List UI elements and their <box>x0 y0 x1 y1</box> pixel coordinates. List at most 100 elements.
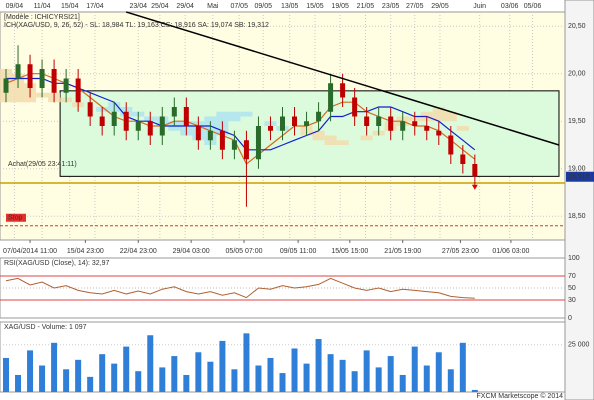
volume-bar <box>447 369 454 392</box>
price-axis-bg <box>564 0 594 400</box>
candle-body <box>219 130 225 150</box>
top-date-label: 19/05 <box>331 3 349 10</box>
y-tick-label: 18,50 <box>568 213 586 220</box>
candle-body <box>267 126 273 131</box>
candle-body <box>304 121 310 126</box>
candle-body <box>436 130 442 136</box>
candle-body <box>472 164 478 177</box>
top-date-label: 17/04 <box>86 3 104 10</box>
y-tick-label: 30 <box>568 297 576 304</box>
last-price-arrow <box>471 184 478 190</box>
top-date-label: Mai <box>207 3 219 10</box>
y-tick-label: 70 <box>568 273 576 280</box>
y-tick-label: 20,00 <box>568 71 586 78</box>
volume-bar <box>351 371 358 392</box>
volume-bar <box>411 346 418 392</box>
candle-body <box>400 121 406 131</box>
stop-label: Stop <box>8 215 23 222</box>
volume-bar <box>291 348 298 392</box>
top-date-label: Juin <box>473 3 486 10</box>
candle-body <box>135 121 141 131</box>
candle-body <box>352 97 358 117</box>
x-tick-label: 22/04 23:00 <box>120 248 157 255</box>
volume-bar <box>255 365 262 392</box>
last-price-box <box>566 171 594 182</box>
entry-label: Achat(29/05 23:41:11) <box>8 161 77 168</box>
volume-bar <box>123 346 130 392</box>
volume-bar <box>183 374 190 392</box>
candle-body <box>340 83 346 98</box>
top-date-label: 13/05 <box>281 3 299 10</box>
ichimoku-legend: ICH(XAG/USD, 9, 26, 52) - SL: 18,984 TL:… <box>4 22 269 29</box>
top-date-label: 27/05 <box>406 3 424 10</box>
top-date-label: 09/05 <box>255 3 273 10</box>
volume-bar <box>399 374 406 392</box>
volume-bar <box>435 352 442 392</box>
candle-body <box>111 111 117 126</box>
x-tick-label: 09/05 11:00 <box>280 248 317 255</box>
top-date-label: 23/05 <box>382 3 400 10</box>
volume-bar <box>39 365 46 392</box>
candle-body <box>328 83 334 112</box>
cloud-segment <box>360 135 373 141</box>
volume-bar <box>99 354 106 392</box>
volume-bar <box>363 350 370 392</box>
candle-body <box>51 69 57 93</box>
candle-body <box>280 116 285 131</box>
volume-bar <box>231 369 238 392</box>
volume-bar <box>51 342 58 392</box>
candle-body <box>316 111 322 122</box>
candle-body <box>87 102 93 117</box>
candle-body <box>255 126 261 160</box>
cloud-segment <box>336 140 349 145</box>
footer: FXCM Marketscope © 2014 <box>477 392 564 400</box>
cloud-segment <box>324 135 337 145</box>
y-tick-label: 100 <box>568 255 580 262</box>
top-date-label: 23/04 <box>129 3 147 10</box>
cloud-segment <box>312 130 325 141</box>
stop-badge <box>6 213 26 222</box>
volume-bar <box>75 359 82 392</box>
cloud-segment <box>456 126 469 131</box>
candle-body <box>364 116 370 126</box>
volume-bar <box>135 371 142 392</box>
candle-body <box>147 121 153 136</box>
top-date-label: 29/05 <box>431 3 449 10</box>
x-tick-label: 15/04 23:00 <box>67 248 104 255</box>
top-date-label: 03/06 <box>501 3 519 10</box>
model-label: [Modèle : ICHICYRSI21] <box>4 14 80 21</box>
indicator-line <box>6 77 476 151</box>
x-tick-label: 05/05 07:00 <box>226 248 263 255</box>
y-tick-label: 25 000 <box>568 342 590 349</box>
candle-body <box>448 135 454 155</box>
x-tick-label: 27/05 23:00 <box>442 248 479 255</box>
x-tick-label: 01/06 03:00 <box>492 248 529 255</box>
volume-bar <box>63 369 70 392</box>
candle-body <box>376 116 382 126</box>
cloud-segment <box>444 111 457 122</box>
volume-bar <box>471 389 478 392</box>
candle-body <box>183 107 189 126</box>
volume-bar <box>207 361 214 392</box>
y-tick-label: 20,50 <box>568 23 586 30</box>
volume-bar <box>327 354 334 392</box>
cloud-segment <box>228 111 241 122</box>
candle-body <box>460 154 466 164</box>
volume-bar <box>219 340 226 392</box>
volume-bar <box>171 356 178 392</box>
y-tick-label: 50 <box>568 285 576 292</box>
volume-bar <box>315 339 322 392</box>
volume-bar <box>459 342 466 392</box>
volume-bar <box>339 359 346 392</box>
cloud-segment <box>432 107 445 122</box>
candle-body <box>388 116 394 131</box>
candle-body <box>15 64 21 79</box>
cloud-segment <box>240 111 253 117</box>
x-tick-label: 29/04 03:00 <box>173 248 210 255</box>
candle-body <box>231 140 237 150</box>
candle-body <box>3 78 9 93</box>
rsi-title: RSI(XAG/USD (Close), 14): 32,97 <box>4 260 110 267</box>
top-date-label: 21/05 <box>357 3 375 10</box>
candle-body <box>63 78 69 93</box>
